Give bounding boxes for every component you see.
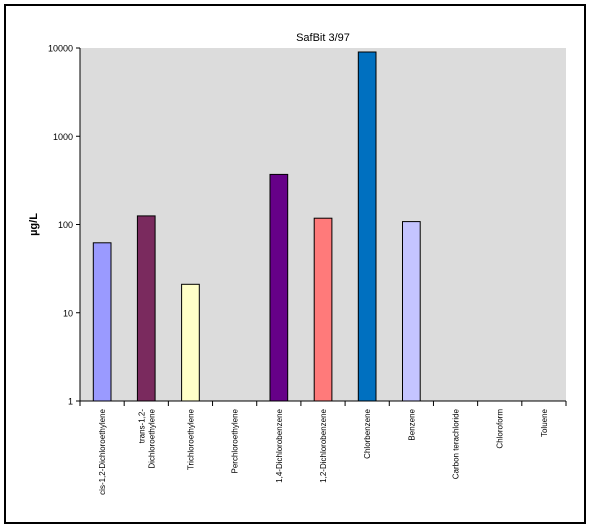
x-tick-label: 1,2-Dichlorobenzene [319, 408, 328, 482]
x-tick-label: Benzene [407, 408, 416, 440]
x-tick-label: 1,4-Dichlorobenzene [275, 408, 284, 482]
x-tick-label: cis-1,2-Dichloroethylene [98, 408, 107, 494]
x-tick-label: Chlorbenzene [363, 408, 372, 458]
y-ticks: 1 10 100 1000 10000 [48, 44, 80, 407]
x-tick-label: Trichloroethylene [187, 408, 196, 470]
y-tick-label: 10000 [48, 44, 73, 54]
x-tick-label: Chloroform [496, 409, 505, 449]
x-tick-label: Carbon terachloride [452, 408, 461, 479]
bar [402, 221, 421, 402]
x-ticks [79, 401, 567, 406]
x-labels: cis-1,2-Dichloroethylene trans-1,2-Dichlo… [98, 408, 549, 494]
chart-title: SafBit 3/97 [296, 32, 350, 44]
bar [92, 242, 112, 402]
y-tick-label: 1 [68, 397, 73, 407]
y-tick-label: 100 [58, 220, 73, 230]
bar [181, 283, 200, 402]
bar [357, 51, 377, 402]
y-axis-label: µg/L [28, 213, 40, 236]
y-tick-label: 1000 [53, 132, 73, 142]
bar [136, 215, 156, 402]
x-tick-label: Perchloroethylene [231, 408, 240, 473]
bars [92, 51, 421, 402]
y-tick-label: 10 [63, 308, 73, 318]
bar [313, 217, 333, 402]
bar [269, 173, 289, 402]
x-tick-label: trans-1,2-Dichloroethylene [137, 408, 156, 468]
x-tick-label: Toluene [540, 408, 549, 437]
